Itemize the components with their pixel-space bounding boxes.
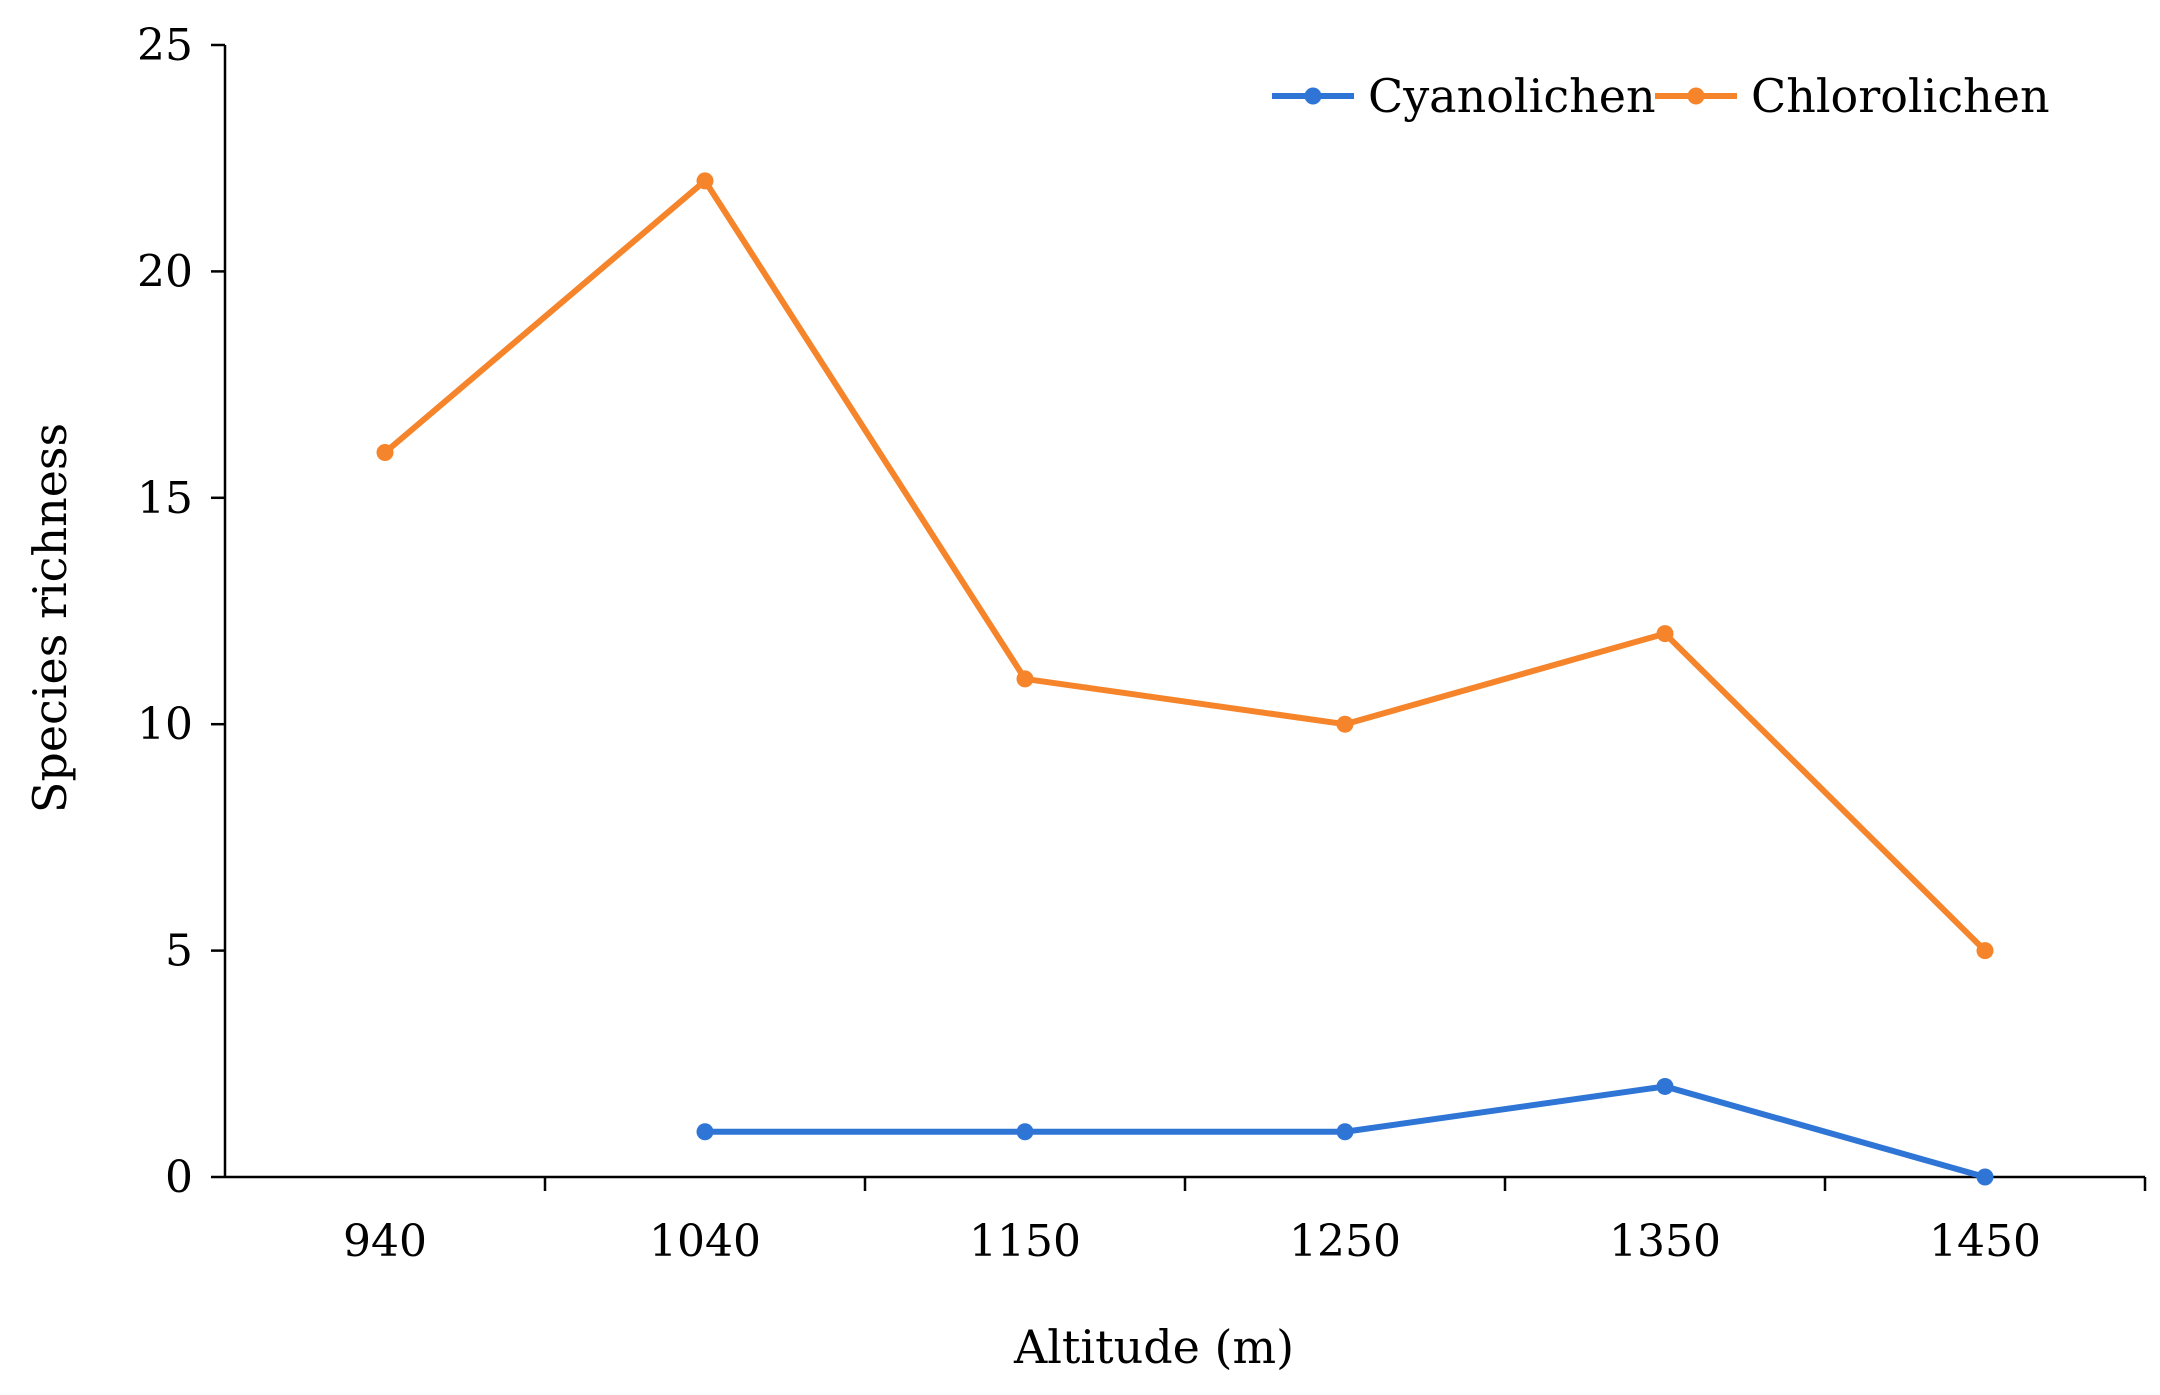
x-tick-label: 1150 <box>969 1216 1081 1267</box>
data-point-chlorolichen <box>376 444 394 462</box>
y-axis-title: Species richness <box>23 423 77 813</box>
legend-item-chlorolichen: Chlorolichen <box>1655 69 2050 123</box>
x-tick-label: 1450 <box>1929 1216 2041 1267</box>
data-point-chlorolichen <box>1016 670 1034 688</box>
legend-swatch-marker <box>1687 87 1705 105</box>
data-point-chlorolichen <box>696 172 714 190</box>
legend-swatch-marker <box>1304 87 1322 105</box>
x-tick-label: 1250 <box>1289 1216 1401 1267</box>
legend-label: Chlorolichen <box>1751 69 2050 123</box>
legend: Cyanolichen Chlorolichen <box>1272 69 2050 123</box>
data-point-cyanolichen <box>696 1123 714 1141</box>
y-tick-label: 25 <box>137 20 193 71</box>
ticks: 0 5 10 15 20 25 940 1040 1150 1250 1350 1450 <box>137 20 2147 1267</box>
y-tick-label: 10 <box>137 699 193 750</box>
data-point-cyanolichen <box>1976 1168 1994 1186</box>
series-line-chlorolichen <box>382 177 1988 954</box>
y-tick-label: 0 <box>165 1152 193 1203</box>
y-tick-label: 5 <box>165 926 193 977</box>
series-chlorolichen <box>376 172 1994 960</box>
y-tick-label: 15 <box>137 473 193 524</box>
x-tick-label: 1350 <box>1609 1216 1721 1267</box>
data-point-chlorolichen <box>1976 942 1994 960</box>
axes <box>223 45 2145 1179</box>
data-point-cyanolichen <box>1656 1077 1674 1095</box>
data-point-cyanolichen <box>1016 1123 1034 1141</box>
data-point-chlorolichen <box>1336 715 1354 733</box>
x-tick-label: 1040 <box>649 1216 761 1267</box>
y-tick-label: 20 <box>137 246 193 297</box>
legend-label: Cyanolichen <box>1368 69 1656 123</box>
x-axis-title: Altitude (m) <box>1013 1320 1294 1374</box>
data-point-cyanolichen <box>1336 1123 1354 1141</box>
data-point-chlorolichen <box>1656 625 1674 643</box>
series <box>376 172 1994 1186</box>
legend-item-cyanolichen: Cyanolichen <box>1272 69 1656 123</box>
series-cyanolichen <box>696 1077 1994 1186</box>
x-tick-label: 940 <box>343 1216 427 1267</box>
